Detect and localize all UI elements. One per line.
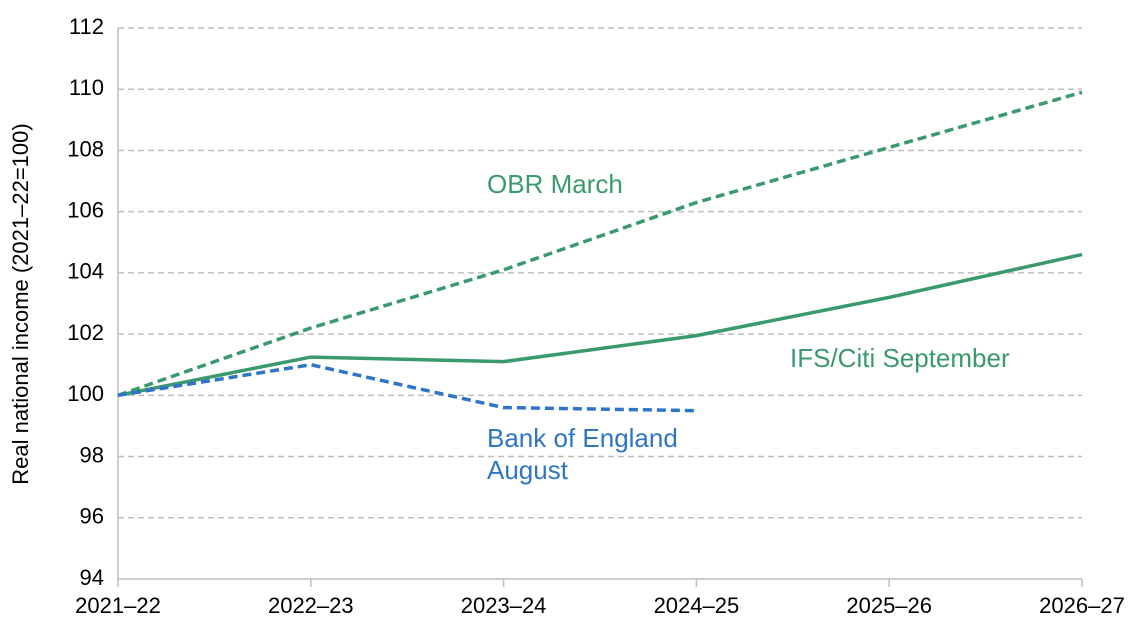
y-tick-label: 110 bbox=[69, 75, 104, 100]
x-tick-label: 2025–26 bbox=[846, 593, 932, 618]
series-label: IFS/Citi September bbox=[790, 343, 1010, 373]
x-tick-label: 2023–24 bbox=[461, 593, 547, 618]
series-label-text: OBR March bbox=[487, 169, 623, 199]
series-label: OBR March bbox=[487, 169, 623, 199]
series-label-text: Bank of England August bbox=[487, 423, 678, 485]
series-line bbox=[117, 252, 1083, 398]
x-tick-label: 2022–23 bbox=[268, 593, 354, 618]
y-tick-label: 102 bbox=[67, 320, 104, 345]
y-tick-label: 100 bbox=[67, 381, 104, 406]
y-tick-label: 96 bbox=[80, 504, 104, 529]
x-tick-label: 2024–25 bbox=[654, 593, 740, 618]
y-tick-label: 104 bbox=[67, 259, 104, 284]
y-tick-label: 98 bbox=[80, 442, 104, 467]
y-tick-label: 106 bbox=[67, 197, 104, 222]
y-tick-label: 112 bbox=[69, 14, 104, 39]
series-label-text: IFS/Citi September bbox=[790, 343, 1010, 373]
y-tick-label: 108 bbox=[67, 136, 104, 161]
y-axis-label: Real national income (2021–22=100) bbox=[8, 123, 33, 484]
series-label: Bank of England August bbox=[487, 423, 678, 485]
series-line bbox=[117, 362, 697, 413]
series-line bbox=[117, 90, 1083, 397]
y-tick-label: 94 bbox=[80, 565, 104, 590]
x-tick-label: 2026–27 bbox=[1039, 593, 1125, 618]
x-tick-label: 2021–22 bbox=[75, 593, 161, 618]
